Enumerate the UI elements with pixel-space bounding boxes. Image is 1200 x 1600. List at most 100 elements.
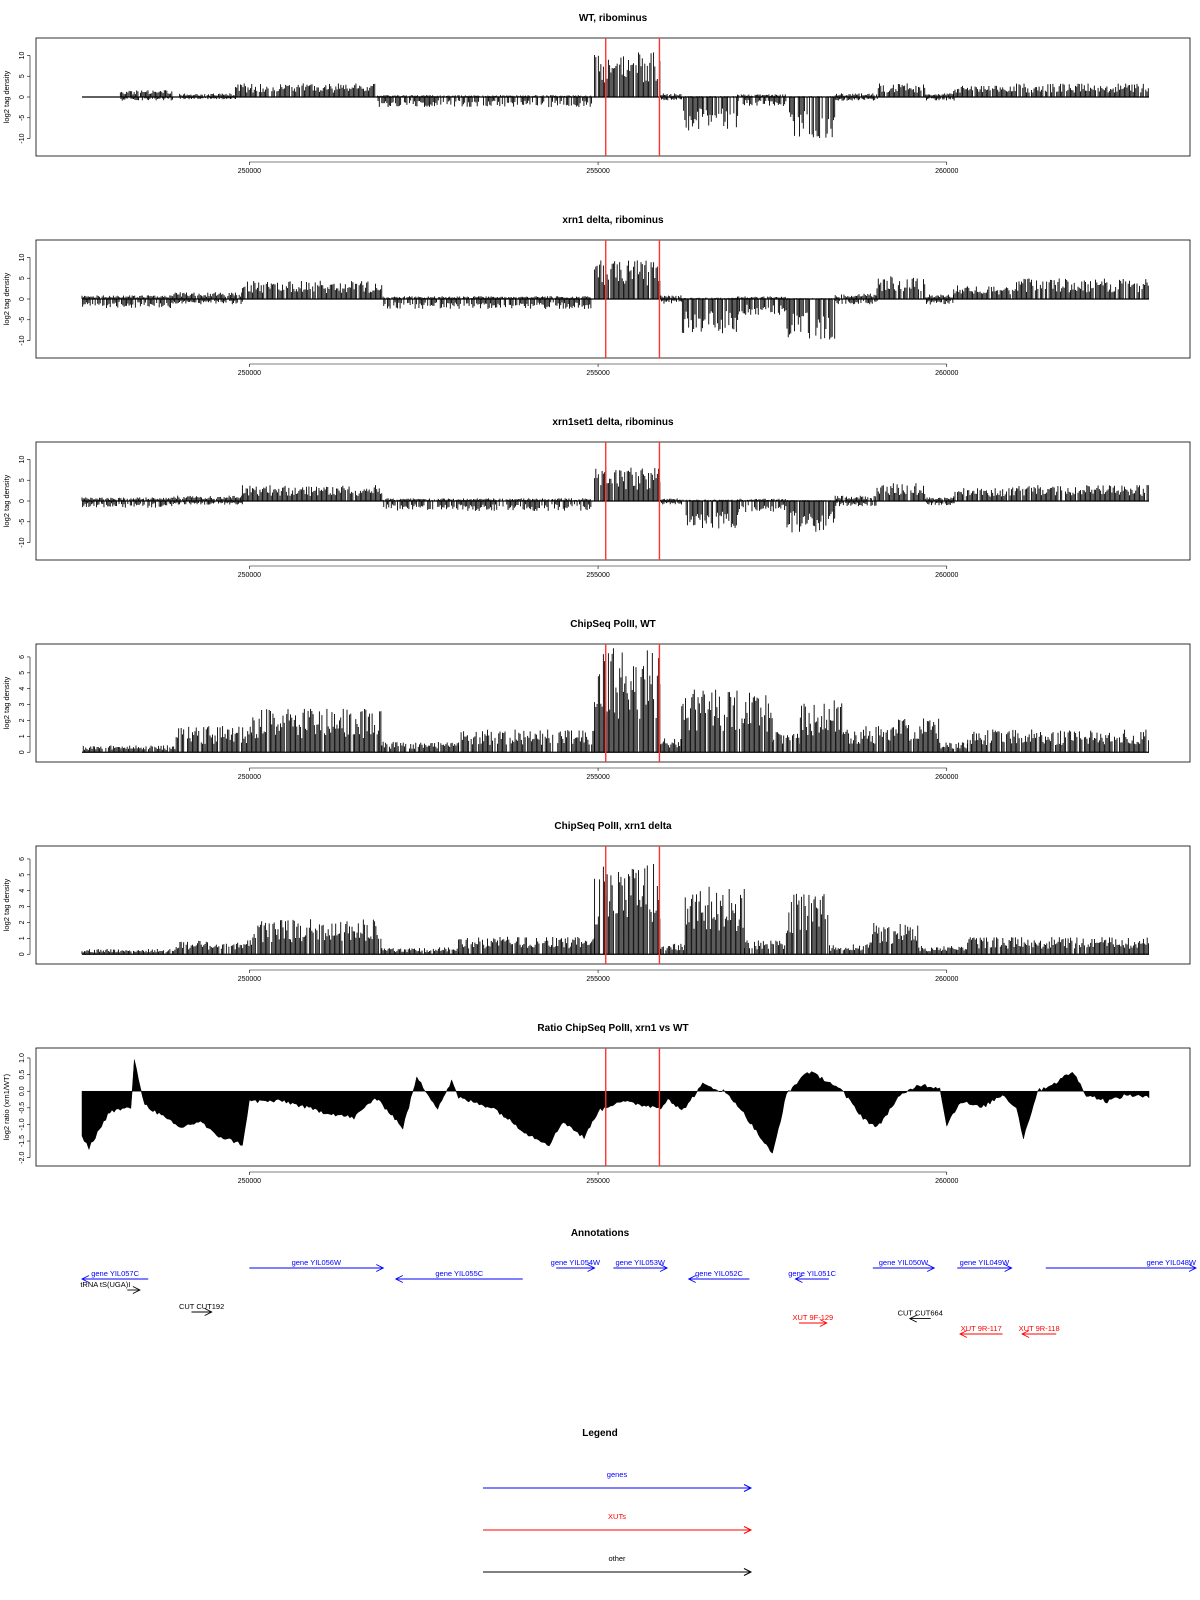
x-axis: 250000 255000 260000	[238, 161, 959, 175]
annotation-label: CUT CUT664	[898, 1309, 943, 1318]
plot-frame	[35, 239, 1191, 359]
x-axis: 250000 255000 260000	[238, 363, 959, 377]
legend-panel: Legend genes XUTs other	[483, 1428, 753, 1576]
track-panel-1: WT, ribominus -10 -5 0 5 10 log2 tag density 25…	[2, 13, 1191, 175]
annotation-gene: gene YIL053W	[613, 1258, 669, 1272]
y-tick-label: -1.0	[19, 1118, 26, 1130]
y-tick-label: 0.5	[19, 1070, 26, 1080]
x-tick-label: 260000	[935, 370, 958, 377]
x-tick-label: 250000	[238, 572, 261, 579]
legend-label: XUTs	[608, 1512, 626, 1521]
density-bars	[81, 260, 1149, 340]
y-tick-label: 0	[19, 499, 26, 503]
x-tick-label: 255000	[586, 774, 609, 781]
x-axis: 250000 255000 260000	[238, 565, 959, 579]
annotation-arrow-head	[819, 1319, 828, 1327]
x-tick-label: 260000	[935, 774, 958, 781]
x-tick-label: 255000	[586, 572, 609, 579]
annotation-arrow-head	[132, 1286, 141, 1294]
y-tick-label: 4	[19, 687, 26, 691]
annotation-label: gene YIL055C	[435, 1269, 483, 1278]
y-tick-label: 0	[19, 952, 26, 956]
y-tick-label: 0	[19, 750, 26, 754]
plot-frame	[35, 441, 1191, 561]
y-tick-label: -1.5	[19, 1135, 26, 1147]
annotation-label: gene YIL051C	[788, 1269, 836, 1278]
track-title: xrn1set1 delta, ribominus	[552, 417, 674, 428]
density-bars	[81, 467, 1149, 533]
annotation-arrow-head	[1188, 1264, 1198, 1272]
annotation-label: CUT CUT192	[179, 1302, 224, 1311]
x-tick-label: 255000	[586, 976, 609, 983]
annotation-label: gene YIL057C	[91, 1269, 139, 1278]
y-tick-label: -5	[19, 519, 26, 525]
y-tick-label: 5	[19, 276, 26, 280]
x-tick-label: 255000	[586, 370, 609, 377]
annotation-label: gene YIL052C	[695, 1269, 743, 1278]
track-panel-2: xrn1 delta, ribominus -10 -5 0 5 10 log2 tag d…	[2, 215, 1191, 377]
annotation-gene: gene YIL055C	[394, 1269, 523, 1283]
density-bars	[82, 648, 1149, 753]
track-panel-4: ChipSeq PolII, WT 0 1 2 3 4 5 6 log2 tag density…	[2, 619, 1191, 781]
annotation-label: XUT 9F-129	[793, 1313, 834, 1322]
y-tick-label: 6	[19, 857, 26, 861]
ratio-area	[81, 1059, 1150, 1154]
annotation-arrow-head	[394, 1275, 404, 1283]
legend-entries: genes XUTs other	[483, 1470, 753, 1576]
plot-frame	[35, 1047, 1191, 1167]
y-tick-label: 4	[19, 889, 26, 893]
track-panel-5: ChipSeq PolII, xrn1 delta 0 1 2 3 4 5 6 log2 tag…	[2, 821, 1191, 983]
x-axis: 250000 255000 260000	[238, 969, 959, 983]
annotation-xut: XUT 9F-129	[793, 1313, 834, 1327]
annotation-gene: gene YIL048W	[1045, 1258, 1198, 1272]
y-tick-label: -10	[19, 133, 26, 143]
track-panel-3: xrn1set1 delta, ribominus -10 -5 0 5 10 log2 t…	[2, 417, 1191, 579]
x-tick-label: 250000	[238, 976, 261, 983]
y-tick-label: -2.0	[19, 1152, 26, 1164]
y-tick-label: 5	[19, 478, 26, 482]
x-tick-label: 260000	[935, 976, 958, 983]
x-axis: 250000 255000 260000	[238, 767, 959, 781]
annotation-arrow-head	[659, 1264, 669, 1272]
annotation-other: tRNA tS(UGA)I	[80, 1280, 141, 1294]
y-tick-label: 1	[19, 734, 26, 738]
annotation-arrow-head	[1021, 1330, 1030, 1338]
x-tick-label: 250000	[238, 168, 261, 175]
legend-arrow-head	[743, 1526, 753, 1534]
y-tick-label: 2	[19, 920, 26, 924]
annotation-arrow-head	[908, 1314, 917, 1323]
annotation-xut: XUT 9R-118	[1019, 1324, 1060, 1338]
y-tick-label: 2	[19, 718, 26, 722]
annotation-features: gene YIL057C tRNA tS(UGA)I gene YIL056W gen…	[80, 1258, 1198, 1338]
y-tick-label: 0	[19, 297, 26, 301]
y-tick-label: 1	[19, 936, 26, 940]
x-tick-label: 260000	[935, 168, 958, 175]
y-axis-label: log2 tag density	[2, 70, 11, 123]
legend-entry-xut: XUTs	[483, 1512, 753, 1534]
legend-arrow-head	[743, 1484, 753, 1492]
x-axis: 250000 255000 260000	[238, 1171, 959, 1185]
legend-title: Legend	[582, 1428, 618, 1439]
annotation-arrow-head	[587, 1264, 596, 1272]
y-axis: 0 1 2 3 4 5 6	[19, 655, 31, 754]
annotation-label: gene YIL053W	[616, 1258, 666, 1267]
y-axis: -2.0 -1.5 -1.0 -0.5 0.0 0.5 1.0	[19, 1053, 31, 1164]
y-tick-label: -10	[19, 537, 26, 547]
annotation-gene: gene YIL052C	[687, 1269, 750, 1283]
y-axis-label: log2 ratio (xrn1/WT)	[2, 1073, 11, 1140]
annotation-arrow-head	[1004, 1264, 1013, 1272]
annotation-gene: gene YIL056W	[249, 1258, 385, 1272]
y-tick-label: 0	[19, 95, 26, 99]
y-axis: -10 -5 0 5 10	[19, 253, 31, 346]
annotation-label: tRNA tS(UGA)I	[80, 1280, 130, 1289]
annotation-arrow-head	[376, 1264, 385, 1272]
y-tick-label: 10	[19, 51, 26, 59]
annotation-arrow-head	[204, 1308, 213, 1316]
annotation-other: CUT CUT664	[898, 1309, 943, 1323]
legend-label: other	[608, 1554, 626, 1563]
density-bars	[81, 863, 1149, 955]
annotation-xut: XUT 9R-117	[959, 1324, 1003, 1338]
y-tick-label: 1.0	[19, 1053, 26, 1063]
